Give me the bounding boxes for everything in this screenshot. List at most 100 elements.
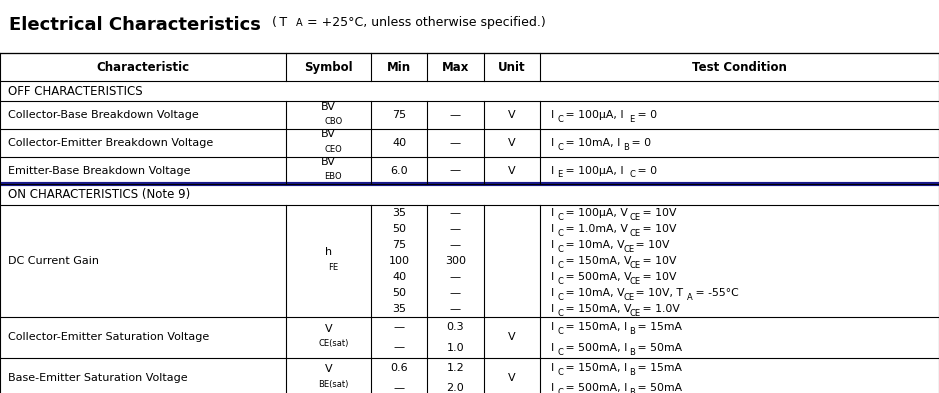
Text: Max: Max [441,61,470,74]
Text: C: C [629,171,635,180]
Text: Electrical Characteristics: Electrical Characteristics [9,16,261,34]
Text: —: — [450,240,461,250]
Text: = 100μA, I: = 100μA, I [562,110,623,120]
Text: = 15mA: = 15mA [634,322,682,332]
Text: = 10V: = 10V [639,224,676,234]
Text: A: A [687,293,693,302]
Text: I: I [551,208,554,218]
Text: CE: CE [629,229,640,238]
Text: B: B [629,388,635,393]
Text: = 10mA, I: = 10mA, I [562,138,621,148]
Text: E: E [629,115,635,124]
Text: OFF CHARACTERISTICS: OFF CHARACTERISTICS [8,85,142,98]
Text: = +25°C, unless otherwise specified.): = +25°C, unless otherwise specified.) [303,16,546,29]
Text: CE: CE [623,245,634,254]
Text: 75: 75 [392,110,407,120]
Text: I: I [551,138,554,148]
Text: BV: BV [321,129,336,139]
Text: Unit: Unit [498,61,526,74]
Text: 0.3: 0.3 [447,322,464,332]
Text: BV: BV [321,101,336,112]
Text: B: B [629,368,635,377]
Text: I: I [551,288,554,298]
Text: Test Condition: Test Condition [692,61,787,74]
Text: ON CHARACTERISTICS (Note 9): ON CHARACTERISTICS (Note 9) [8,188,190,201]
Text: I: I [551,240,554,250]
Text: C: C [557,277,563,286]
Text: C: C [557,115,563,124]
Text: = 1.0mA, V: = 1.0mA, V [562,224,628,234]
Text: CE(sat): CE(sat) [318,339,348,348]
Text: C: C [557,213,563,222]
Text: I: I [551,110,554,120]
Text: = 50mA: = 50mA [634,383,682,393]
Text: 40: 40 [392,272,407,282]
Text: = 10V: = 10V [639,256,676,266]
Text: C: C [557,347,563,356]
Text: = 500mA, I: = 500mA, I [562,383,627,393]
Text: = 10V: = 10V [639,272,676,282]
Text: I: I [551,383,554,393]
Text: = 500mA, I: = 500mA, I [562,343,627,353]
Text: = 150mA, I: = 150mA, I [562,363,627,373]
Text: 50: 50 [393,288,406,298]
Text: = 15mA: = 15mA [634,363,682,373]
Text: 75: 75 [392,240,407,250]
Text: Characteristic: Characteristic [97,61,190,74]
Text: I: I [551,256,554,266]
Text: = -55°C: = -55°C [692,288,739,298]
Text: I: I [551,343,554,353]
Text: C: C [557,293,563,302]
Text: = 100μA, V: = 100μA, V [562,208,628,218]
Text: —: — [450,224,461,234]
Text: I: I [551,363,554,373]
Text: I: I [551,224,554,234]
Text: CE: CE [629,309,640,318]
Text: = 10mA, V: = 10mA, V [562,288,624,298]
Text: —: — [450,288,461,298]
Text: C: C [557,143,563,152]
Text: = 0: = 0 [634,110,657,120]
Text: ( T: ( T [268,16,286,29]
Text: = 10V: = 10V [633,240,670,250]
Text: DC Current Gain: DC Current Gain [8,256,99,266]
Text: B: B [629,347,635,356]
Text: —: — [450,272,461,282]
Text: = 10V, T: = 10V, T [633,288,684,298]
Text: I: I [551,322,554,332]
Text: = 500mA, V: = 500mA, V [562,272,632,282]
Text: V: V [508,373,516,383]
Text: = 100μA, I: = 100μA, I [562,165,623,176]
Text: = 150mA, V: = 150mA, V [562,256,632,266]
Text: FE: FE [329,263,338,272]
Text: C: C [557,229,563,238]
Text: V: V [508,165,516,176]
Text: B: B [629,327,635,336]
Text: V: V [325,364,332,374]
Text: C: C [557,368,563,377]
Text: C: C [557,327,563,336]
Text: 100: 100 [389,256,409,266]
Text: I: I [551,165,554,176]
Text: V: V [325,324,332,334]
Text: 6.0: 6.0 [391,165,408,176]
Text: —: — [450,138,461,148]
Text: = 10V: = 10V [639,208,676,218]
Text: 0.6: 0.6 [391,363,408,373]
Text: = 1.0V: = 1.0V [639,304,680,314]
Text: CE: CE [629,261,640,270]
Text: —: — [450,304,461,314]
Text: Emitter-Base Breakdown Voltage: Emitter-Base Breakdown Voltage [8,165,190,176]
Text: = 10mA, V: = 10mA, V [562,240,624,250]
Text: —: — [450,208,461,218]
Text: BV: BV [321,157,336,167]
Text: V: V [508,110,516,120]
Text: Symbol: Symbol [304,61,353,74]
Text: = 0: = 0 [634,165,657,176]
Text: Base-Emitter Saturation Voltage: Base-Emitter Saturation Voltage [8,373,187,383]
Text: CE: CE [629,277,640,286]
Text: 35: 35 [393,304,406,314]
Text: C: C [557,388,563,393]
Text: = 50mA: = 50mA [634,343,682,353]
Text: —: — [450,110,461,120]
